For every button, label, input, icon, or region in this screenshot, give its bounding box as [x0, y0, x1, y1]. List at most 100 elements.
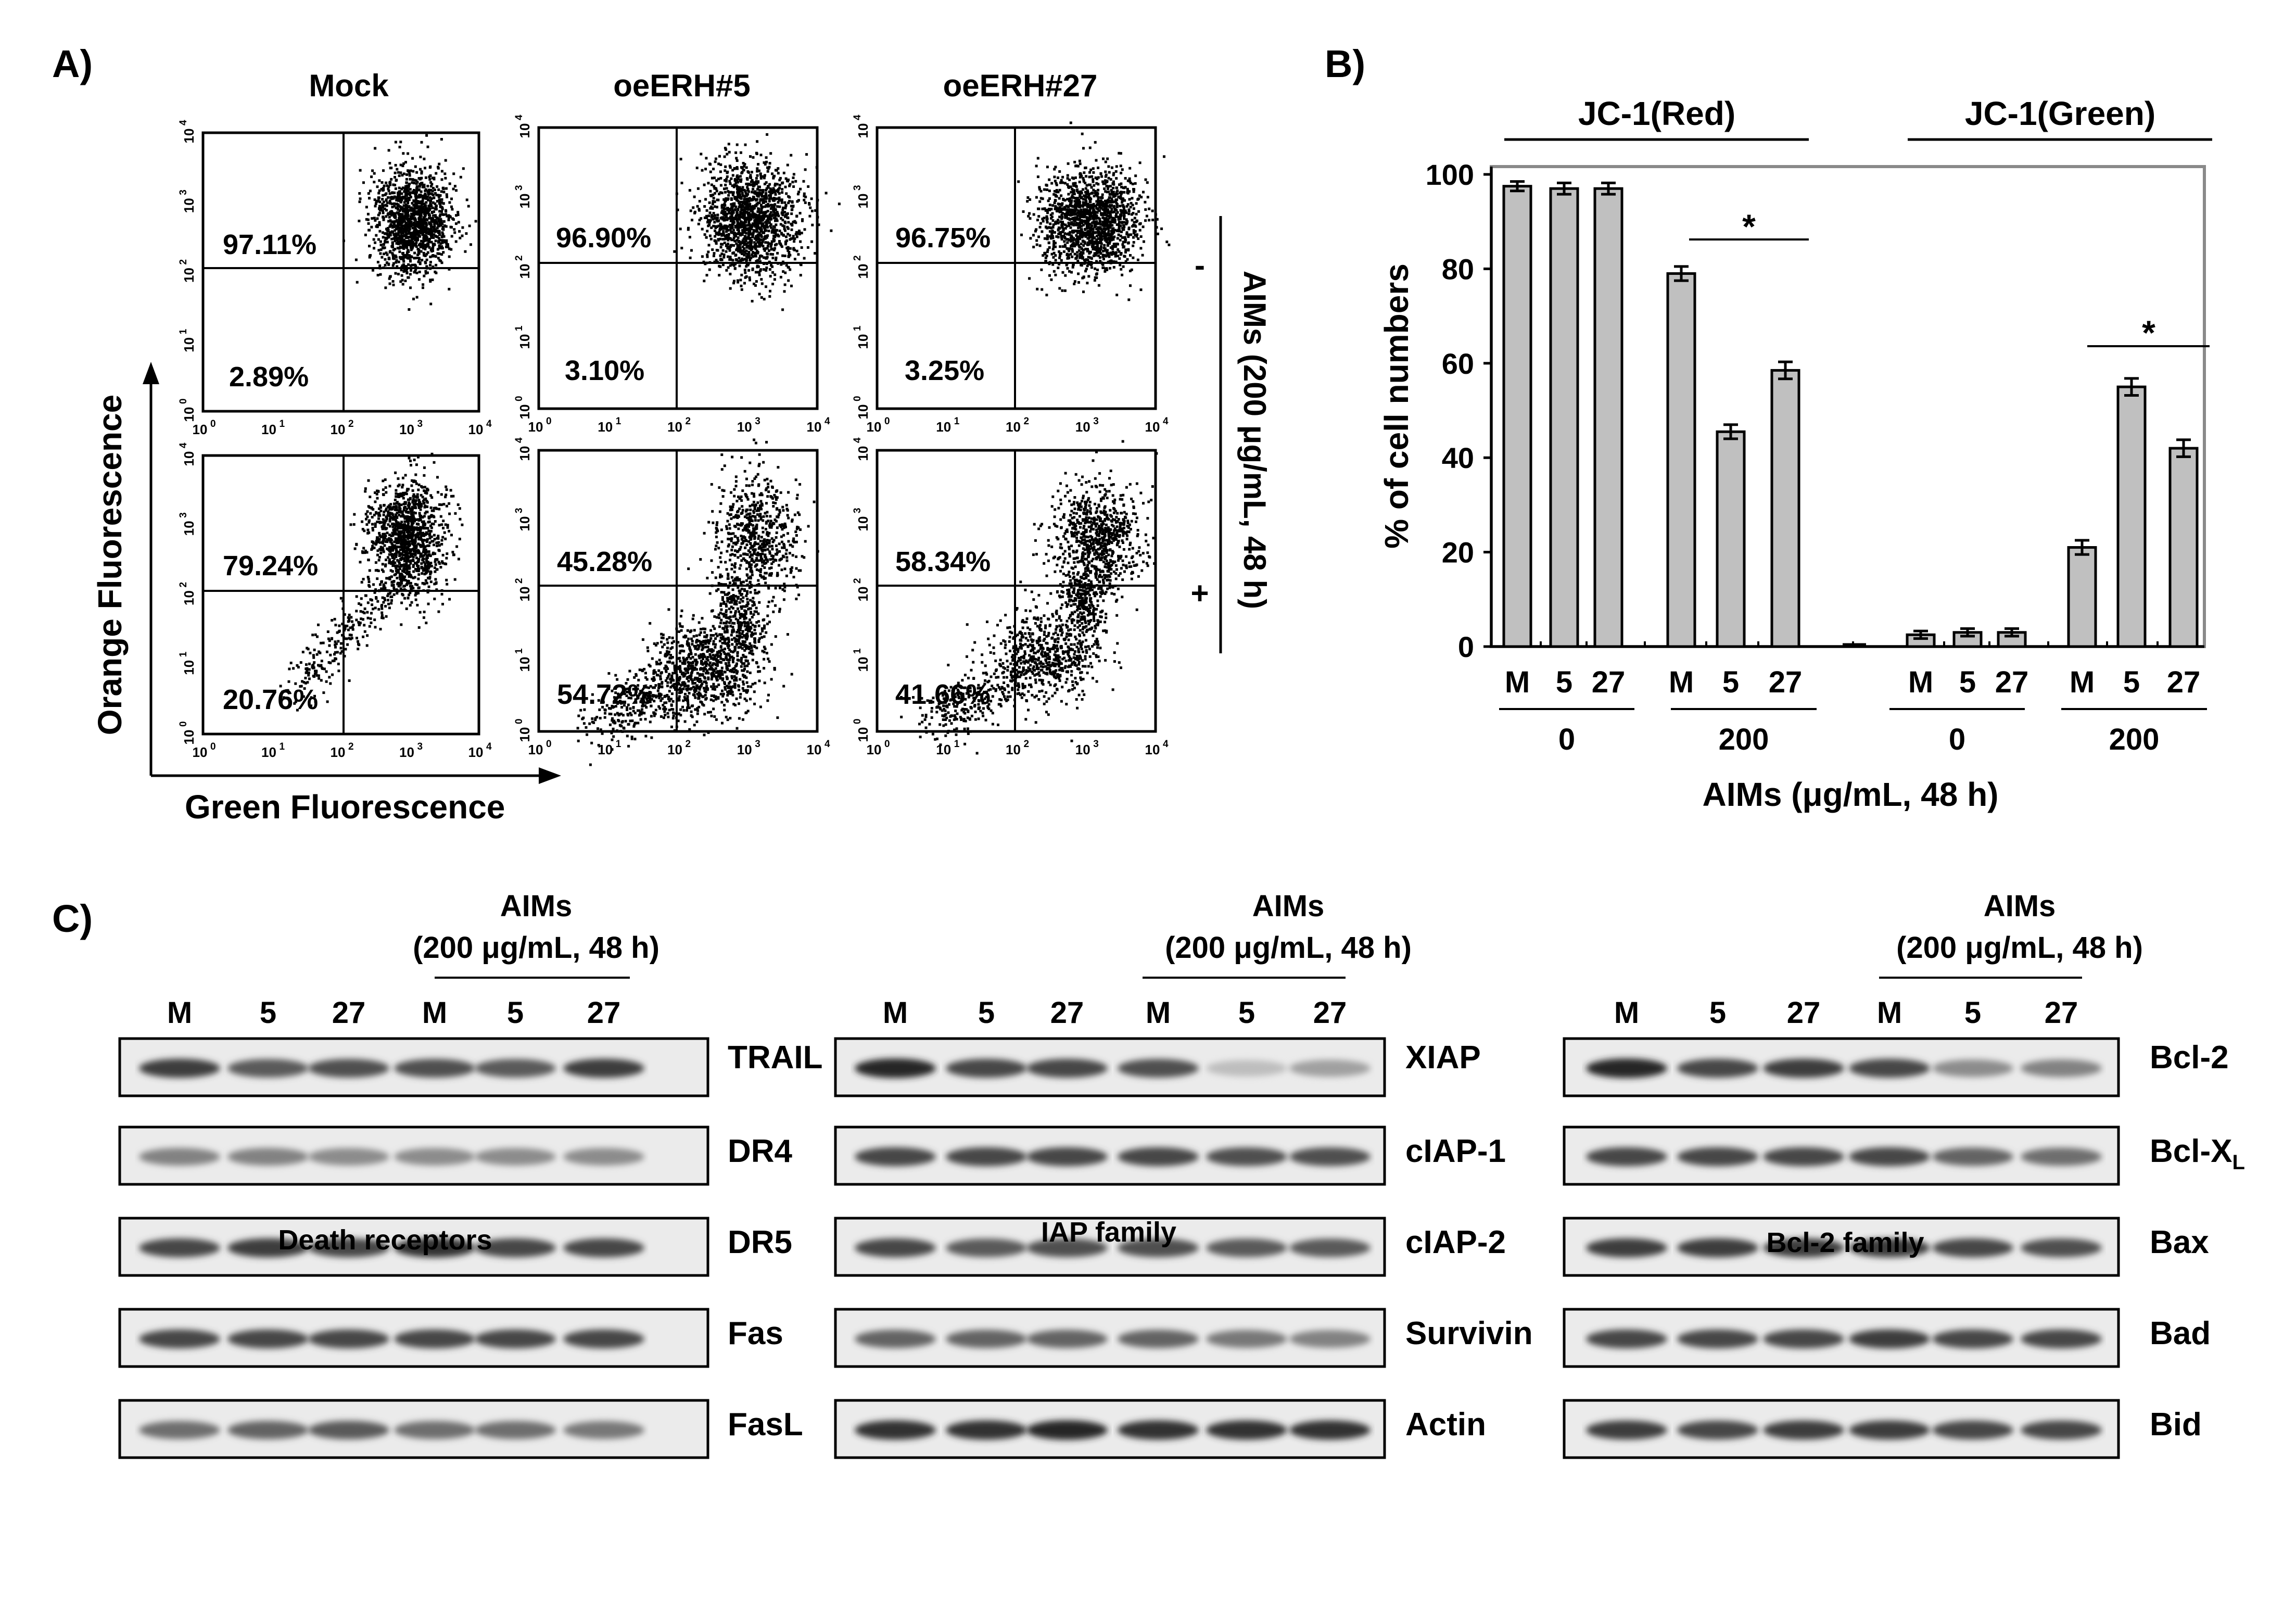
- flow-x-tick-label: 10: [1145, 419, 1160, 435]
- blot-lane-label: M: [883, 996, 908, 1030]
- flow-x-tick-exponent: 4: [824, 416, 830, 427]
- panel-a-label: A): [52, 42, 93, 85]
- protein-label: DR4: [728, 1133, 793, 1169]
- flow-plot-mock-untreated: [201, 131, 480, 413]
- flow-y-tick-label: 10: [855, 123, 871, 138]
- flow-x-tick-exponent: 1: [280, 741, 285, 752]
- blot-band: [1677, 1329, 1758, 1349]
- flow-x-tick-exponent: 4: [486, 419, 492, 429]
- flow-plot-oeerh5-treated: [537, 449, 819, 733]
- flow-x-tick-label: 10: [1075, 419, 1090, 435]
- flow-y-tick-label: 10: [855, 194, 871, 209]
- flow-x-tick-exponent: 0: [210, 741, 216, 752]
- flow-y-tick-exponent: 4: [852, 115, 863, 120]
- bar: [1716, 430, 1746, 648]
- blot-band: [1849, 1147, 1930, 1167]
- group-label-jc1-red: JC-1(Red): [1578, 95, 1735, 132]
- blot-band: [1026, 1058, 1108, 1078]
- blot-band: [1677, 1058, 1758, 1078]
- flow-x-tick-exponent: 3: [417, 419, 423, 429]
- protein-label: XIAP: [1405, 1040, 1481, 1076]
- flow-y-tick-exponent: 2: [852, 578, 863, 584]
- flow-x-tick-label: 10: [331, 422, 346, 437]
- flow-x-tick-label: 10: [1145, 742, 1160, 757]
- flow-column-title-oeerh5: oeERH#5: [613, 68, 750, 103]
- flow-y-tick-label: 10: [855, 446, 871, 461]
- flow-y-tick-label: 10: [517, 587, 532, 602]
- blot-band: [475, 1421, 556, 1439]
- flow-x-tick-exponent: 1: [954, 416, 960, 427]
- bar-y-tick-label: 60: [1442, 347, 1474, 380]
- blot-band: [1677, 1420, 1758, 1440]
- bar: [1997, 631, 2027, 648]
- row-sign-untreated: -: [1195, 248, 1205, 283]
- flow-dot-clouds: [279, 121, 1171, 766]
- blot-band: [855, 1330, 936, 1348]
- protein-label: cIAP-2: [1405, 1224, 1506, 1260]
- blot-lane-label: M: [422, 996, 447, 1030]
- flow-y-tick-label: 10: [181, 590, 197, 605]
- blot-band: [1763, 1238, 1844, 1258]
- flow-y-tick-exponent: 3: [852, 185, 863, 191]
- blot-band: [946, 1147, 1027, 1167]
- flow-y-tick-exponent: 3: [178, 512, 189, 518]
- blot-aims-condition: (200 μg/mL, 48 h): [1896, 931, 2143, 965]
- blot-band: [475, 1329, 556, 1349]
- flow-y-tick-exponent: 4: [514, 115, 525, 120]
- blot-band: [855, 1420, 936, 1440]
- blot-band: [1206, 1147, 1287, 1166]
- flow-x-tick-label: 10: [399, 744, 414, 760]
- flow-y-tick-label: 10: [855, 264, 871, 279]
- flow-y-tick-exponent: 4: [178, 442, 189, 448]
- flow-upper-pct-mock-treated: 79.24%: [223, 550, 318, 581]
- bar-category-label: 5: [1959, 665, 1976, 699]
- bar-category-label: 5: [1556, 665, 1572, 699]
- flow-y-tick-label: 10: [181, 129, 197, 144]
- flow-axis-arrows: [143, 362, 561, 784]
- flow-y-tick-exponent: 1: [514, 648, 525, 654]
- flow-y-tick-exponent: 3: [178, 189, 189, 195]
- flow-x-tick-label: 10: [737, 742, 752, 757]
- flow-x-tick-exponent: 0: [546, 739, 552, 750]
- blot-aims-condition: (200 μg/mL, 48 h): [1165, 931, 1412, 965]
- blot-band: [1586, 1420, 1667, 1440]
- blot-band: [946, 1330, 1027, 1348]
- bar: [1666, 272, 1696, 648]
- blot-band: [2021, 1059, 2102, 1077]
- blot-band: [1586, 1058, 1667, 1078]
- flow-x-tick-exponent: 0: [884, 416, 890, 427]
- row-sign-treated: +: [1190, 576, 1209, 611]
- flow-y-tick-label: 10: [181, 521, 197, 536]
- blot-band: [563, 1421, 644, 1439]
- blot-band: [1677, 1147, 1758, 1167]
- flow-lower-pct-mock-untreated: 2.89%: [229, 361, 309, 393]
- flow-y-tick-label: 10: [855, 587, 871, 602]
- flow-y-tick-exponent: 4: [178, 120, 189, 125]
- flow-x-tick-label: 10: [193, 744, 208, 760]
- blot-band: [855, 1147, 936, 1167]
- flow-column-title-mock: Mock: [309, 68, 389, 103]
- bar-y-tick-label: 0: [1458, 630, 1474, 663]
- blot-group-title: IAP family: [1041, 1217, 1176, 1248]
- flow-y-tick-label: 10: [181, 337, 197, 352]
- protein-label: Actin: [1405, 1407, 1486, 1443]
- blot-band: [139, 1238, 220, 1258]
- bar-y-tick-label: 20: [1442, 536, 1474, 569]
- blot-band: [139, 1148, 220, 1166]
- dose-label-green-200: 200: [2109, 723, 2160, 756]
- blot-band: [1026, 1330, 1108, 1348]
- blot-band: [1026, 1238, 1108, 1257]
- protein-label: DR5: [728, 1224, 792, 1260]
- blot-lane-label: 5: [507, 996, 524, 1030]
- flow-x-axis-label: Green Fluorescence: [185, 788, 505, 826]
- flow-x-tick-exponent: 2: [348, 419, 354, 429]
- flow-y-tick-label: 10: [517, 446, 532, 461]
- western-blot-panel: AIMs (200 μg/mL, 48 h) M 5 27 M 5 27 TRAIL DR4 DR5…: [118, 889, 2245, 1459]
- blot-band: [1849, 1238, 1930, 1258]
- blot-band: [946, 1058, 1027, 1078]
- flow-y-tick-exponent: 2: [178, 582, 189, 588]
- blot-group-title: Bcl-2 family: [1766, 1227, 1924, 1258]
